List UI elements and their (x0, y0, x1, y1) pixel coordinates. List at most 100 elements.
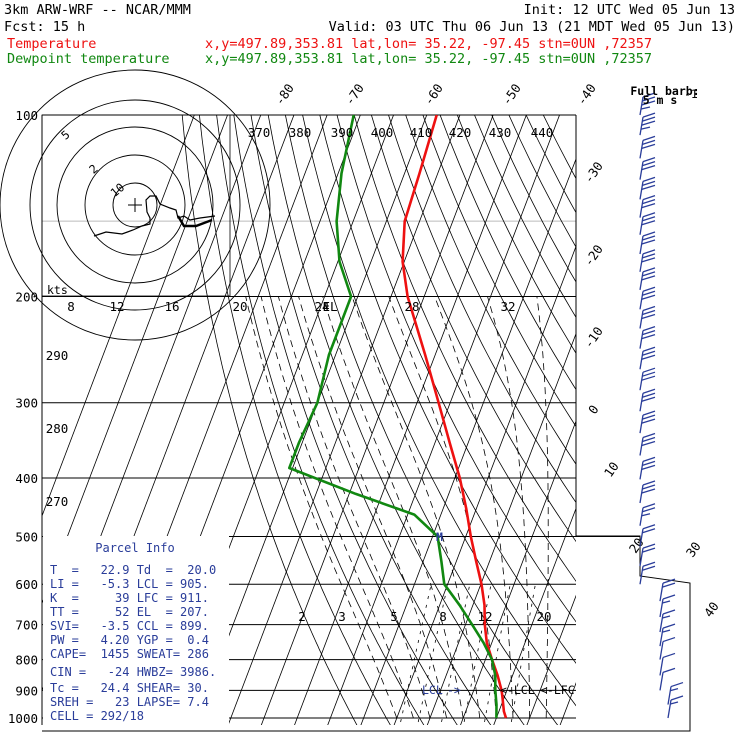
wind-barb-flag (642, 329, 656, 336)
hodograph-speed-label: 8 (67, 299, 75, 314)
wind-barb (639, 480, 656, 504)
hodograph-speed-label: 16 (164, 299, 179, 314)
wind-barb-flag (641, 100, 656, 106)
isotherm-line (493, 507, 576, 725)
wind-barb (659, 623, 676, 647)
wind-barb (639, 135, 656, 159)
pressure-tick-label: 400 (15, 471, 38, 486)
wind-barb-flag (641, 375, 656, 381)
wind-barb-flag (641, 165, 656, 171)
hodograph-speed-label: 20 (232, 299, 247, 314)
theta-label: 370 (248, 125, 271, 140)
dry-adiabat (250, 115, 492, 725)
wind-barb-half (641, 106, 651, 110)
temperature-legend-info: x,y=497.89,353.81 lat,lon= 35.22, -97.45… (205, 36, 652, 52)
wind-barb-flag (642, 414, 656, 420)
forecast-hour: Fcst: 15 h (4, 19, 85, 35)
pressure-tick-label: 100 (15, 108, 38, 123)
wind-barb-staff (639, 181, 644, 200)
mixing-ratio-label: 2 (298, 609, 306, 624)
wind-barb-staff (659, 641, 664, 660)
wind-barb-flag (642, 180, 656, 186)
theta-label: 440 (531, 125, 554, 140)
wind-barb (639, 305, 656, 329)
init-time: Init: 12 UTC Wed 05 Jun 13 (524, 2, 735, 18)
isotherm-line (227, 115, 461, 725)
wind-barb-flag (642, 507, 656, 513)
wind-barb-flag (662, 652, 676, 659)
theta-label: 400 (371, 125, 394, 140)
wind-barb (639, 112, 656, 136)
hodograph-ring (29, 99, 241, 311)
moist-adiabat (388, 296, 497, 719)
wind-barb (659, 636, 676, 660)
wind-barb-flag (642, 371, 656, 377)
moist-adiabat (351, 296, 481, 719)
isotherm-label: 10 (601, 459, 622, 480)
hodograph-trace (93, 195, 216, 237)
wind-barb-flag (642, 112, 656, 118)
lfc-arrow-right: <-LFC (540, 683, 575, 697)
isotherm-line (42, 115, 195, 518)
wind-barb-staff (639, 566, 644, 585)
wind-barb-flag (642, 271, 656, 277)
wind-barb-staff (639, 415, 644, 434)
wind-barb-flag (641, 464, 656, 470)
wind-barb-flag (642, 139, 656, 145)
dry-adiabat (491, 115, 576, 283)
wind-barb-flag (642, 350, 656, 356)
wind-barb (639, 325, 656, 349)
wind-barb-flag (642, 456, 656, 462)
wind-barb-staff (639, 199, 644, 218)
wind-barb-flag (642, 388, 656, 394)
dry-adiabat (422, 115, 576, 428)
temperature-legend-label: Temperature (7, 36, 96, 52)
wind-barb-flag (642, 212, 656, 218)
isotherm-label: -30 (581, 159, 606, 186)
wind-barb-flag (642, 480, 656, 486)
pressure-tick-label: 500 (15, 529, 38, 544)
isotherm-label: -80 (272, 81, 297, 108)
parcel-row: T = 22.9 Td = 20.0 (50, 563, 216, 577)
wind-barb-flag (642, 503, 656, 509)
barb-key-exponent: -1 (684, 87, 698, 101)
dry-adiabat (181, 115, 358, 725)
isotherm-line (526, 594, 576, 725)
wind-barb-flag (642, 524, 656, 530)
isotherm-label: 30 (683, 539, 704, 560)
wind-barb-flag (642, 484, 656, 490)
isotherm-line (393, 245, 576, 725)
dry-adiabat (388, 115, 576, 504)
parcel-row: K = 39 LFC = 911. (50, 591, 209, 605)
wind-barb-flag (662, 623, 676, 629)
wind-barb-half (670, 687, 679, 692)
wind-barb (639, 212, 656, 235)
parcel-row: TT = 52 EL = 207. (50, 605, 209, 619)
hodograph-ring (0, 69, 271, 341)
wind-barb-flag (642, 309, 656, 316)
wind-barb (667, 681, 684, 705)
wind-barb (639, 346, 656, 370)
wind-barb-staff (639, 271, 644, 290)
wind-barb (639, 176, 656, 200)
mark-500: M (436, 530, 443, 544)
wind-barb-flag (642, 410, 656, 416)
wind-barb (639, 92, 656, 116)
isotherm-label: -40 (574, 81, 599, 108)
moist-adiabat (278, 296, 431, 719)
theta-label: 410 (410, 125, 433, 140)
hodograph-speed-label: 28 (404, 299, 419, 314)
mixing-ratio-label: 12 (477, 609, 492, 624)
hodograph-ring-label: 2 (86, 161, 100, 176)
wind-barb-staff (639, 161, 644, 180)
wind-barb-staff (659, 613, 664, 633)
wind-barb-staff (659, 657, 664, 676)
wind-barb-staff (639, 528, 644, 547)
pressure-tick-label: 1000 (8, 711, 38, 726)
wind-barb-flag (642, 460, 656, 466)
wind-barb (659, 578, 676, 602)
wind-barb-flag (641, 203, 656, 209)
dry-adiabat (336, 115, 576, 623)
isotherm-label: -10 (581, 324, 606, 351)
